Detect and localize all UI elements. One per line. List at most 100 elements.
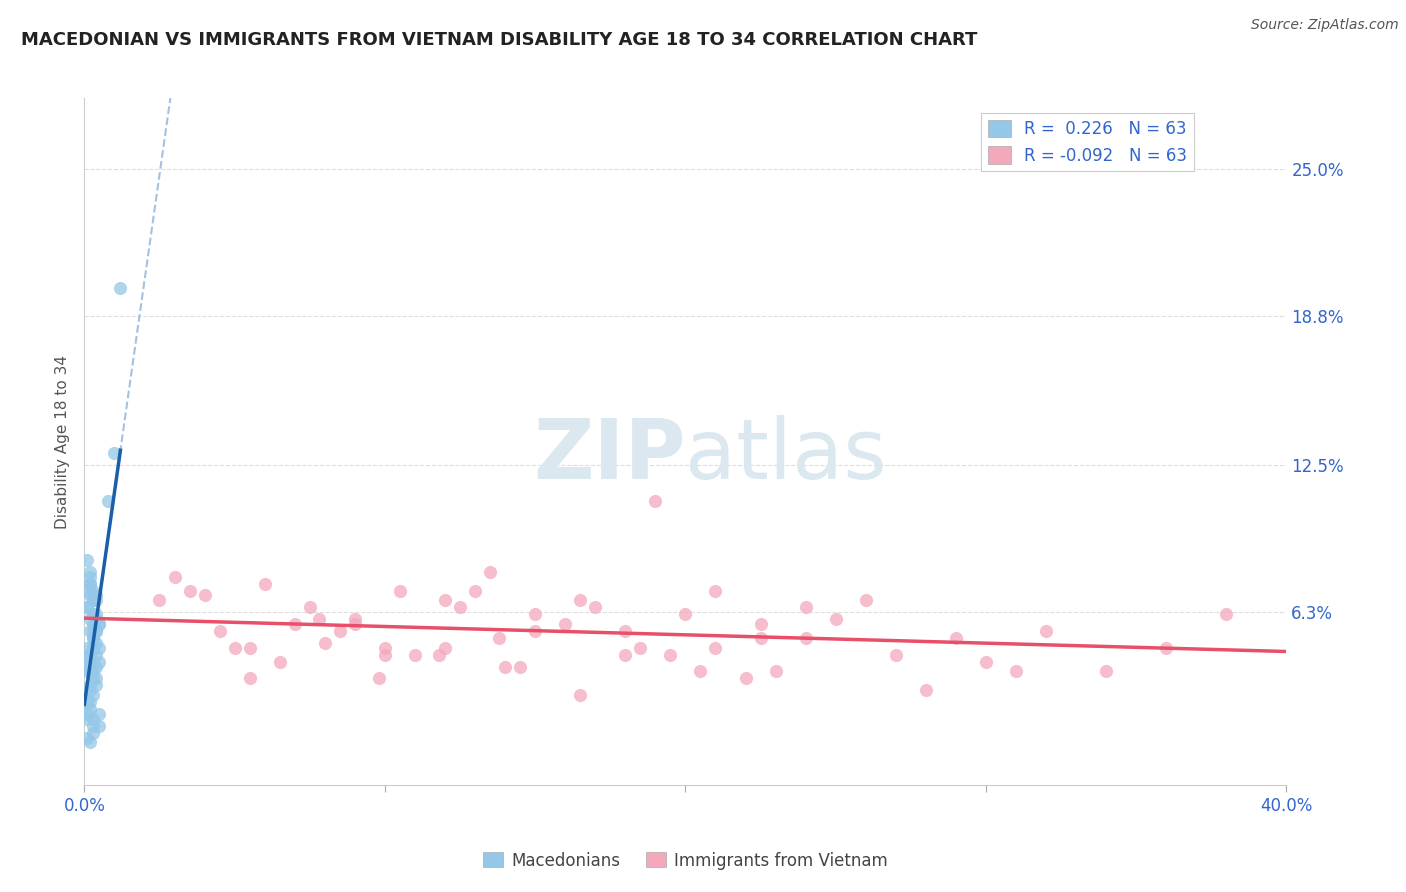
Point xyxy=(734,672,756,686)
Point xyxy=(79,665,101,679)
Point xyxy=(915,683,938,698)
Point xyxy=(974,655,997,669)
Point xyxy=(824,612,846,626)
Point xyxy=(79,683,101,698)
Point xyxy=(464,583,486,598)
Point xyxy=(82,712,104,726)
Point xyxy=(76,659,98,673)
Point xyxy=(76,648,98,662)
Point xyxy=(79,624,101,638)
Point xyxy=(82,624,104,638)
Point xyxy=(284,616,307,631)
Point xyxy=(689,665,711,679)
Point xyxy=(89,616,111,631)
Point xyxy=(644,493,666,508)
Point xyxy=(434,593,457,607)
Point xyxy=(329,624,352,638)
Point xyxy=(614,624,637,638)
Point xyxy=(79,569,101,583)
Y-axis label: Disability Age 18 to 34: Disability Age 18 to 34 xyxy=(55,354,70,529)
Text: ZIP: ZIP xyxy=(533,415,686,496)
Point xyxy=(659,648,682,662)
Point xyxy=(945,631,967,645)
Point xyxy=(148,593,170,607)
Point xyxy=(76,731,98,745)
Point xyxy=(76,583,98,598)
Point xyxy=(494,659,516,673)
Point xyxy=(86,672,108,686)
Point xyxy=(86,636,108,650)
Point xyxy=(253,576,276,591)
Point xyxy=(76,600,98,615)
Point xyxy=(1095,665,1118,679)
Point xyxy=(239,672,262,686)
Point xyxy=(79,576,101,591)
Point xyxy=(86,624,108,638)
Point xyxy=(79,735,101,749)
Point xyxy=(614,648,637,662)
Point xyxy=(569,688,592,702)
Point xyxy=(86,624,108,638)
Point xyxy=(298,600,321,615)
Point xyxy=(86,612,108,626)
Point xyxy=(79,655,101,669)
Point xyxy=(367,672,389,686)
Point xyxy=(449,600,471,615)
Point xyxy=(110,280,132,294)
Point xyxy=(434,640,457,655)
Text: Source: ZipAtlas.com: Source: ZipAtlas.com xyxy=(1251,18,1399,32)
Point xyxy=(208,624,231,638)
Point xyxy=(82,616,104,631)
Point xyxy=(79,589,101,603)
Text: MACEDONIAN VS IMMIGRANTS FROM VIETNAM DISABILITY AGE 18 TO 34 CORRELATION CHART: MACEDONIAN VS IMMIGRANTS FROM VIETNAM DI… xyxy=(21,31,977,49)
Point xyxy=(89,655,111,669)
Point xyxy=(794,600,817,615)
Point xyxy=(82,607,104,622)
Point xyxy=(314,636,336,650)
Point xyxy=(628,640,651,655)
Point xyxy=(388,583,411,598)
Point xyxy=(884,648,907,662)
Point xyxy=(79,576,101,591)
Point xyxy=(89,616,111,631)
Point xyxy=(76,600,98,615)
Point xyxy=(374,640,396,655)
Point xyxy=(82,688,104,702)
Point xyxy=(76,712,98,726)
Legend: R =  0.226   N = 63, R = -0.092   N = 63: R = 0.226 N = 63, R = -0.092 N = 63 xyxy=(981,113,1194,171)
Point xyxy=(163,569,186,583)
Point xyxy=(86,589,108,603)
Point xyxy=(404,648,426,662)
Point xyxy=(855,593,877,607)
Point xyxy=(76,706,98,721)
Point xyxy=(79,695,101,709)
Point xyxy=(509,659,531,673)
Point xyxy=(82,631,104,645)
Point xyxy=(86,593,108,607)
Point xyxy=(82,583,104,598)
Point xyxy=(82,640,104,655)
Point xyxy=(224,640,246,655)
Point xyxy=(343,616,366,631)
Point xyxy=(97,493,120,508)
Point xyxy=(76,553,98,567)
Point xyxy=(79,702,101,716)
Point xyxy=(583,600,606,615)
Point xyxy=(488,631,510,645)
Point xyxy=(1215,607,1237,622)
Point xyxy=(765,665,787,679)
Point xyxy=(76,695,98,709)
Point xyxy=(704,583,727,598)
Point xyxy=(179,583,201,598)
Point xyxy=(89,706,111,721)
Point xyxy=(554,616,576,631)
Point xyxy=(524,624,547,638)
Text: atlas: atlas xyxy=(686,415,887,496)
Point xyxy=(343,612,366,626)
Point xyxy=(427,648,450,662)
Point xyxy=(524,607,547,622)
Point xyxy=(103,446,125,460)
Point xyxy=(82,640,104,655)
Point xyxy=(89,719,111,733)
Point xyxy=(86,659,108,673)
